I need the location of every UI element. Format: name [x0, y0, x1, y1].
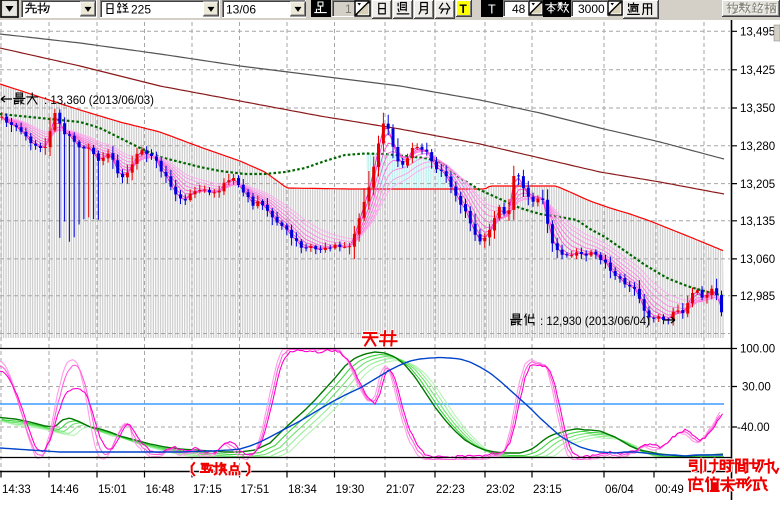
- svg-text:14:33: 14:33: [2, 484, 31, 496]
- svg-text:19:30: 19:30: [336, 484, 365, 496]
- svg-text:3000: 3000: [578, 2, 605, 16]
- svg-text:-40.00: -40.00: [737, 422, 770, 434]
- svg-text:13,205: 13,205: [740, 179, 775, 191]
- svg-text:00:49: 00:49: [655, 484, 684, 496]
- svg-text:06/04: 06/04: [605, 484, 634, 496]
- svg-text:13,135: 13,135: [740, 216, 775, 228]
- svg-text:21:07: 21:07: [386, 484, 415, 496]
- svg-text:18:34: 18:34: [288, 484, 317, 496]
- svg-text:100.00: 100.00: [740, 344, 775, 356]
- svg-text:13,280: 13,280: [740, 141, 775, 153]
- svg-text:30.00: 30.00: [742, 382, 771, 394]
- svg-text:13/06: 13/06: [226, 3, 256, 17]
- svg-text:13,060: 13,060: [740, 254, 775, 266]
- svg-text:22:23: 22:23: [436, 484, 465, 496]
- svg-text:13,495: 13,495: [740, 27, 775, 39]
- svg-text:48: 48: [512, 2, 526, 16]
- svg-text:T: T: [488, 3, 496, 17]
- svg-text:16:48: 16:48: [146, 484, 175, 496]
- svg-text:T: T: [460, 2, 468, 16]
- svg-text:225: 225: [131, 3, 151, 17]
- svg-text:: 13,360 (2013/06/03): : 13,360 (2013/06/03): [44, 95, 154, 107]
- svg-text:: 12,930 (2013/06/04): : 12,930 (2013/06/04): [540, 316, 650, 328]
- svg-text:1: 1: [345, 2, 352, 16]
- svg-text:15:01: 15:01: [98, 484, 127, 496]
- svg-text:23:02: 23:02: [486, 484, 515, 496]
- svg-text:23:15: 23:15: [533, 484, 562, 496]
- svg-text:17:15: 17:15: [193, 484, 222, 496]
- svg-text:14:46: 14:46: [50, 484, 79, 496]
- svg-text:17:51: 17:51: [241, 484, 270, 496]
- svg-text:12,985: 12,985: [740, 291, 775, 303]
- svg-text:13,425: 13,425: [740, 65, 775, 77]
- svg-text:13,350: 13,350: [740, 103, 775, 115]
